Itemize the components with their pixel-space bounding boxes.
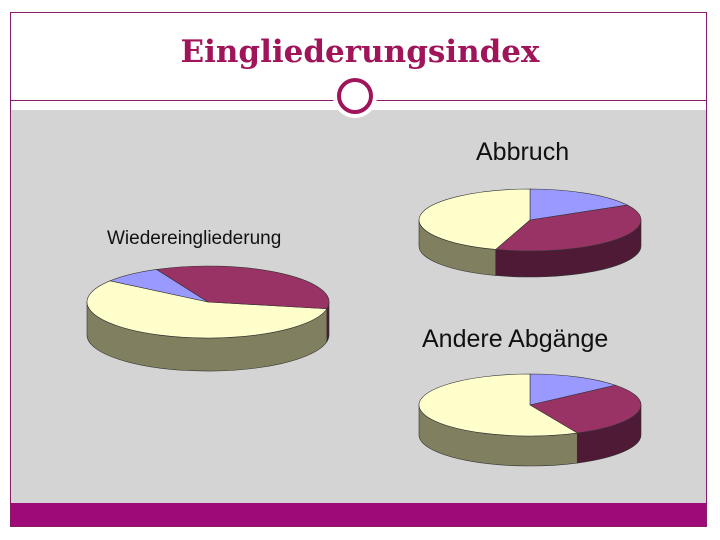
pie-slice (155, 265, 330, 310)
chart-title-abbruch: Abbruch (476, 138, 569, 166)
pie-slice (86, 280, 328, 339)
pie-slice (529, 373, 617, 406)
divider-ring-icon (337, 78, 373, 114)
pie-slice (529, 384, 642, 434)
pie-slice (529, 188, 629, 221)
chart-title-andere-abgaenge: Andere Abgänge (422, 325, 608, 353)
chart-title-wiedereingliederung: Wiedereingliederung (107, 228, 281, 249)
pie-chart-wiedereingliederung: Wiedereingliederung (86, 228, 330, 372)
footer-bar (11, 503, 706, 526)
pie-chart-abbruch: Abbruch (418, 138, 642, 278)
slide-title: Eingliederungsindex (180, 34, 540, 70)
pie-top-faces (418, 188, 642, 252)
pie-slice (418, 188, 531, 250)
pie-slice (418, 373, 579, 437)
pie-top-faces (418, 373, 642, 437)
pie-chart-andere-abgaenge: Andere Abgänge (418, 325, 642, 467)
pie-top-faces (86, 265, 330, 339)
pie-slice (494, 204, 642, 252)
slide-frame (10, 12, 707, 527)
